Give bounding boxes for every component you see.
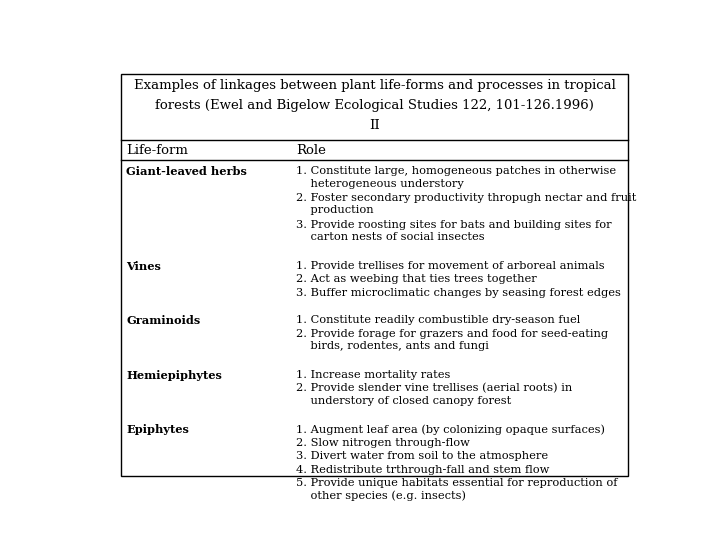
Text: 3. Provide roosting sites for bats and building sites for
    carton nests of so: 3. Provide roosting sites for bats and b… — [297, 220, 612, 242]
Text: 2. Foster secondary productivity thropugh nectar and fruit
    production: 2. Foster secondary productivity thropug… — [297, 193, 636, 215]
Text: Role: Role — [297, 144, 326, 157]
Text: Graminoids: Graminoids — [126, 315, 200, 327]
Text: 1. Constitute large, homogeneous patches in otherwise
    heterogeneous understo: 1. Constitute large, homogeneous patches… — [297, 166, 616, 188]
Text: Vines: Vines — [126, 261, 161, 272]
Text: 3. Divert water from soil to the atmosphere: 3. Divert water from soil to the atmosph… — [297, 451, 549, 461]
Text: 4. Redistribute trthrough-fall and stem flow: 4. Redistribute trthrough-fall and stem … — [297, 465, 550, 475]
Text: 2. Provide slender vine trellises (aerial roots) in
    understory of closed can: 2. Provide slender vine trellises (aeria… — [297, 383, 572, 406]
Text: II: II — [369, 119, 380, 132]
Text: 1. Increase mortality rates: 1. Increase mortality rates — [297, 370, 451, 380]
Text: forests (Ewel and Bigelow Ecological Studies 122, 101-126.1996): forests (Ewel and Bigelow Ecological Stu… — [155, 99, 594, 112]
Text: 1. Provide trellises for movement of arboreal animals: 1. Provide trellises for movement of arb… — [297, 261, 605, 271]
FancyBboxPatch shape — [121, 74, 629, 476]
Text: 1. Augment leaf area (by colonizing opaque surfaces): 1. Augment leaf area (by colonizing opaq… — [297, 424, 606, 435]
Text: 2. Act as weebing that ties trees together: 2. Act as weebing that ties trees togeth… — [297, 274, 537, 285]
Text: 2. Provide forage for grazers and food for seed-eating
    birds, rodentes, ants: 2. Provide forage for grazers and food f… — [297, 329, 608, 351]
Text: Giant-leaved herbs: Giant-leaved herbs — [126, 166, 247, 177]
Text: 5. Provide unique habitats essential for reproduction of
    other species (e.g.: 5. Provide unique habitats essential for… — [297, 478, 618, 501]
Text: Epiphytes: Epiphytes — [126, 424, 189, 435]
Text: Examples of linkages between plant life-forms and processes in tropical: Examples of linkages between plant life-… — [134, 79, 616, 92]
Text: 1. Constitute readily combustible dry-season fuel: 1. Constitute readily combustible dry-se… — [297, 315, 581, 326]
Text: Hemiepiphytes: Hemiepiphytes — [126, 370, 222, 381]
Text: 3. Buffer microclimatic changes by seasing forest edges: 3. Buffer microclimatic changes by seasi… — [297, 288, 621, 298]
Text: 2. Slow nitrogen through-flow: 2. Slow nitrogen through-flow — [297, 438, 470, 448]
Text: Life-form: Life-form — [126, 144, 188, 157]
